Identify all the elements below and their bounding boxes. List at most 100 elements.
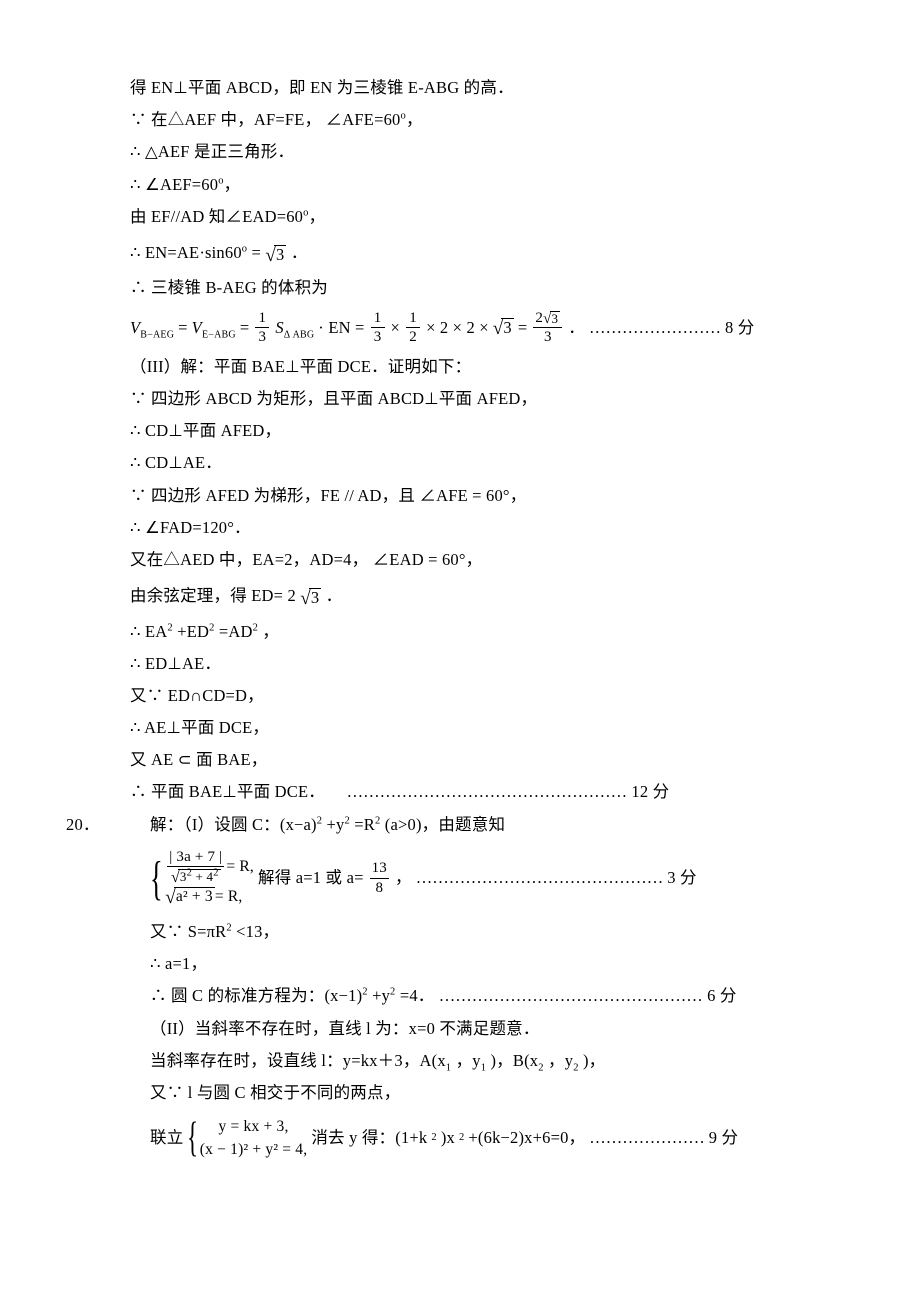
- text: ∴ 圆 C 的标准方程为：(x−1): [150, 986, 362, 1005]
- text: ∴ ED⊥AE．: [130, 654, 221, 673]
- equation-system: 联立 { y = kx + 3, (x − 1)² + y² = 4, 消去 y…: [100, 1115, 810, 1162]
- text-line: ∴ AE⊥平面 DCE，: [100, 712, 810, 744]
- text: =AD: [219, 622, 253, 641]
- text-line: ∵ 在△AEF 中，AF=FE， ∠AFE=60o，: [100, 104, 810, 136]
- text: ∴ △AEF 是正三角形．: [130, 142, 294, 161]
- text-line: ∵ 四边形 ABCD 为矩形，且平面 ABCD⊥平面 AFED，: [100, 383, 810, 415]
- var: SΔ ABG: [275, 305, 314, 351]
- leader-dots: ………………………………………: [416, 870, 664, 887]
- text: +ED: [177, 622, 209, 641]
- text: ∴ CD⊥AE．: [130, 453, 222, 472]
- text: 又 AE ⊂ 面 BAE，: [130, 750, 267, 769]
- text: (a>0)，由题意知: [385, 815, 505, 834]
- text: +y: [327, 815, 345, 834]
- leader-dots: ……………………: [589, 305, 721, 351]
- leader-dots: …………………: [589, 1130, 705, 1147]
- sup: 2: [167, 622, 172, 633]
- text: ∵ 四边形 ABCD 为矩形，且平面 ABCD⊥平面 AFED，: [130, 389, 537, 408]
- text: ．: [326, 586, 343, 605]
- sqrt: √3: [265, 245, 286, 264]
- op: =: [518, 305, 528, 351]
- text: 消去 y 得：(1+k: [311, 1130, 427, 1147]
- text-line: 又∵ S=πR2 <13，: [100, 916, 810, 948]
- volume-formula: VB−AEG = VE−ABG = 13 SΔ ABG · EN = 13 × …: [100, 305, 810, 351]
- text: × 2 × 2 ×: [426, 305, 489, 351]
- document-page: 得 EN⊥平面 ABCD，即 EN 为三棱锥 E-ABG 的高． ∵ 在△AEF…: [0, 0, 920, 1300]
- text-line: （II）当斜率不存在时，直线 l 为：x=0 不满足题意．: [100, 1013, 810, 1045]
- fraction: 2√3 3: [533, 310, 562, 346]
- text: 得 EN⊥平面 ABCD，即 EN 为三棱锥 E-ABG 的高．: [130, 78, 514, 97]
- text: ∴ AE⊥平面 DCE，: [130, 718, 269, 737]
- radical-icon: √: [493, 319, 504, 338]
- text: ∴ ∠FAD=120°．: [130, 518, 251, 537]
- points: 8 分: [725, 305, 754, 351]
- text: ∴ a=1，: [150, 954, 207, 973]
- text: ．: [291, 243, 308, 262]
- text: 由 EF//AD 知∠EAD=60: [130, 207, 303, 226]
- leader-dots: …………………………………………: [439, 986, 703, 1005]
- text-line: 又在△AED 中，EA=2，AD=4， ∠EAD = 60°，: [100, 544, 810, 576]
- text-line: ∴ 三棱锥 B-AEG 的体积为: [100, 272, 810, 304]
- sup: 2: [253, 622, 258, 633]
- text-line: ∴ CD⊥平面 AFED，: [100, 415, 810, 447]
- text: ∵ 在△AEF 中，AF=FE， ∠AFE=60: [130, 110, 400, 129]
- text: =4．: [400, 986, 435, 1005]
- text: 又∵ l 与圆 C 相交于不同的两点，: [150, 1083, 400, 1102]
- question-header: 20． 解：（I）设圆 C：(x−a)2 +y2 =R2 (a>0)，由题意知: [100, 809, 810, 841]
- text-line: ∴ ED⊥AE．: [100, 648, 810, 680]
- fraction: 138: [370, 860, 389, 896]
- text-line: 又∵ l 与圆 C 相交于不同的两点，: [100, 1077, 810, 1109]
- text-line: ∴ ∠FAD=120°．: [100, 512, 810, 544]
- text: <13，: [236, 922, 279, 941]
- fraction: | 3a + 7 | √32 + 42: [167, 849, 224, 885]
- text: ，: [309, 207, 326, 226]
- text: ∴ 三棱锥 B-AEG 的体积为: [130, 278, 328, 297]
- text: ∴ CD⊥平面 AFED，: [130, 421, 281, 440]
- sqrt: √3: [493, 318, 514, 337]
- text: ，y: [548, 1051, 573, 1070]
- system-body: y = kx + 3, (x − 1)² + y² = 4,: [200, 1115, 308, 1162]
- text-line: ∴ EA2 +ED2 =AD2 ，: [100, 616, 810, 648]
- text: ，: [262, 622, 279, 641]
- op: ×: [391, 305, 401, 351]
- text: · EN =: [318, 305, 364, 351]
- text-line: ∴ EN=AE·sin60o = √3 ．: [100, 233, 810, 273]
- text: 由余弦定理，得 ED= 2: [130, 586, 296, 605]
- text-line: ∴ ∠AEF=60o，: [100, 169, 810, 201]
- radical-icon: √: [265, 246, 276, 265]
- radical-icon: √: [165, 888, 176, 907]
- text-line: ∵ 四边形 AFED 为梯形，FE // AD，且 ∠AFE = 60°，: [100, 480, 810, 512]
- sup: 2: [209, 622, 214, 633]
- text: ．: [568, 305, 585, 351]
- text-line: ∴ 平面 BAE⊥平面 DCE． …………………………………………… 12 分: [100, 776, 810, 808]
- brace-icon: {: [150, 857, 163, 900]
- points: 9 分: [709, 1130, 738, 1147]
- radical-icon: √: [300, 589, 311, 608]
- text: （II）当斜率不存在时，直线 l 为：x=0 不满足题意．: [150, 1019, 540, 1038]
- fraction: 13: [371, 310, 385, 346]
- op: =: [178, 305, 188, 351]
- text-line: ∴ a=1，: [100, 948, 810, 980]
- leader-dots: ……………………………………………: [347, 782, 628, 801]
- text-line: 又∵ ED∩CD=D，: [100, 680, 810, 712]
- text: +y: [372, 986, 390, 1005]
- text-line: 由 EF//AD 知∠EAD=60o，: [100, 201, 810, 233]
- part-header: （III）解：平面 BAE⊥平面 DCE．证明如下：: [100, 351, 810, 383]
- text: )x: [441, 1130, 455, 1147]
- text: ∵ 四边形 AFED 为梯形，FE // AD，且 ∠AFE = 60°，: [130, 486, 526, 505]
- text: （III）解：平面 BAE⊥平面 DCE．证明如下：: [130, 357, 471, 376]
- text: ，: [224, 175, 241, 194]
- fraction: 12: [406, 310, 420, 346]
- text: ∴ 平面 BAE⊥平面 DCE．: [130, 782, 325, 801]
- text: 联立: [150, 1130, 183, 1147]
- text: 又∵ ED∩CD=D，: [130, 686, 264, 705]
- question-number: 20．: [66, 809, 100, 841]
- brace-icon: {: [187, 1120, 198, 1158]
- text: =R: [354, 815, 375, 834]
- var: VB−AEG: [130, 305, 174, 351]
- equation-system: { | 3a + 7 | √32 + 42 = R, √a² + 3 = R, …: [100, 849, 810, 908]
- text-line: ∴ 圆 C 的标准方程为：(x−1)2 +y2 =4． …………………………………: [100, 980, 810, 1012]
- text: 又在△AED 中，EA=2，AD=4， ∠EAD = 60°，: [130, 550, 482, 569]
- text: ，: [395, 870, 412, 887]
- text-line: 当斜率存在时，设直线 l：y=kx＋3，A(x1 ，y1 )，B(x2 ，y2 …: [100, 1045, 810, 1077]
